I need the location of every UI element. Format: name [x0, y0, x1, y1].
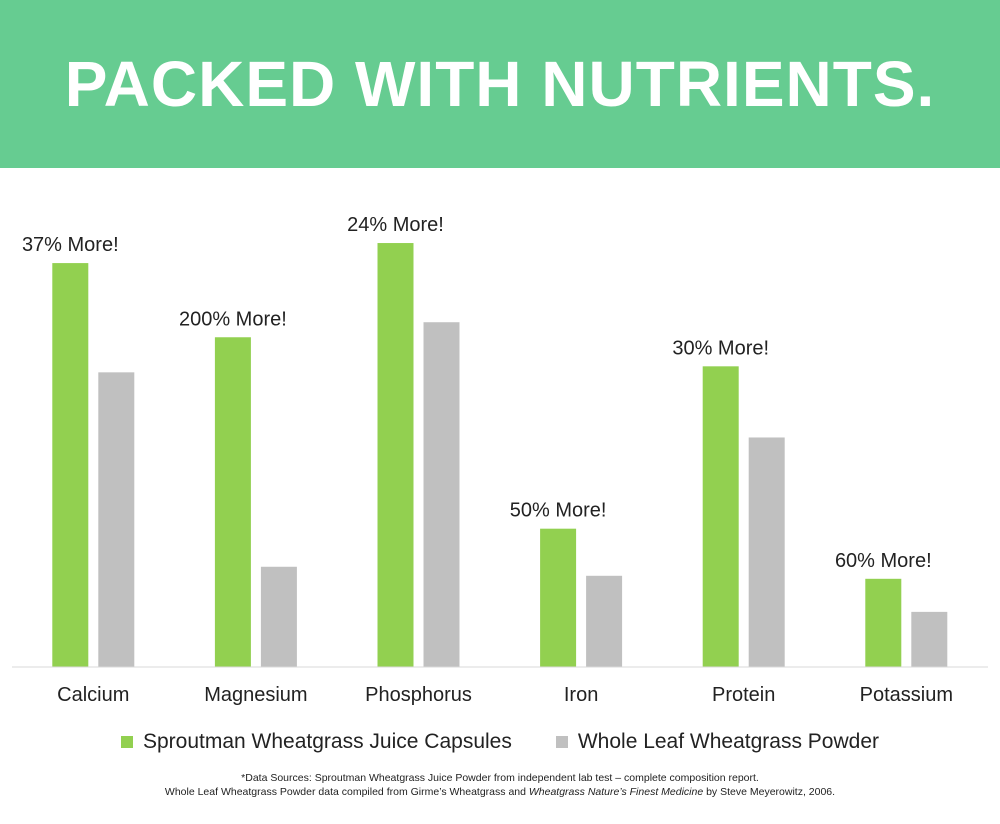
- footnote-line-2: Whole Leaf Wheatgrass Powder data compil…: [0, 785, 1000, 799]
- annotation-iron: 50% More!: [510, 500, 607, 522]
- bar-magnesium-series-1: [214, 337, 251, 667]
- bar-potassium-series-2: [911, 611, 948, 667]
- annotation-magnesium: 200% More!: [179, 308, 287, 330]
- bar-phosphorus-series-1: [377, 243, 414, 667]
- bar-phosphorus-series-2: [423, 322, 460, 667]
- banner-title: PACKED WITH NUTRIENTS.: [64, 48, 936, 120]
- legend-swatch-series-1: [121, 736, 133, 748]
- footnote-book-title: Wheatgrass Nature’s Finest Medicine: [528, 786, 704, 798]
- legend-label-series-1: Sproutman Wheatgrass Juice Capsules: [143, 730, 512, 753]
- bar-potassium-series-1: [865, 578, 902, 667]
- legend-item-series-1: Sproutman Wheatgrass Juice Capsules: [121, 730, 512, 754]
- category-label-phosphorus: Phosphorus: [365, 684, 472, 706]
- chart-legend: Sproutman Wheatgrass Juice Capsules Whol…: [0, 730, 1000, 754]
- bar-protein-series-1: [702, 366, 739, 667]
- bar-calcium-series-2: [98, 372, 135, 667]
- annotation-potassium: 60% More!: [835, 550, 932, 572]
- category-label-iron: Iron: [564, 684, 598, 706]
- bar-calcium-series-1: [52, 263, 89, 667]
- legend-swatch-series-2: [555, 736, 568, 748]
- bar-iron-series-1: [540, 528, 577, 667]
- footnote-line-1: *Data Sources: Sproutman Wheatgrass Juic…: [241, 772, 759, 784]
- footnote-line-2-prefix: Whole Leaf Wheatgrass Powder data compil…: [164, 786, 529, 798]
- annotation-calcium: 37% More!: [22, 234, 119, 256]
- category-label-magnesium: Magnesium: [204, 684, 307, 706]
- legend-label-series-2: Whole Leaf Wheatgrass Powder: [577, 730, 879, 753]
- bar-chart: Calcium 37% More! Magnesium 200% More! Phosp…: [12, 214, 988, 706]
- footnote-line-2-suffix: by Steve Meyerowitz, 2006.: [703, 786, 836, 798]
- category-label-calcium: Calcium: [57, 684, 129, 706]
- annotation-phosphorus: 24% More!: [347, 214, 444, 236]
- category-label-protein: Protein: [712, 684, 775, 706]
- annotation-protein: 30% More!: [672, 337, 769, 359]
- title-banner: PACKED WITH NUTRIENTS.: [0, 0, 1000, 168]
- footnote: *Data Sources: Sproutman Wheatgrass Juic…: [0, 771, 1000, 799]
- category-label-potassium: Potassium: [860, 684, 953, 706]
- bar-iron-series-2: [586, 575, 623, 667]
- bar-protein-series-2: [748, 437, 785, 667]
- bar-magnesium-series-2: [260, 566, 297, 667]
- legend-item-series-2: Whole Leaf Wheatgrass Powder: [555, 730, 879, 754]
